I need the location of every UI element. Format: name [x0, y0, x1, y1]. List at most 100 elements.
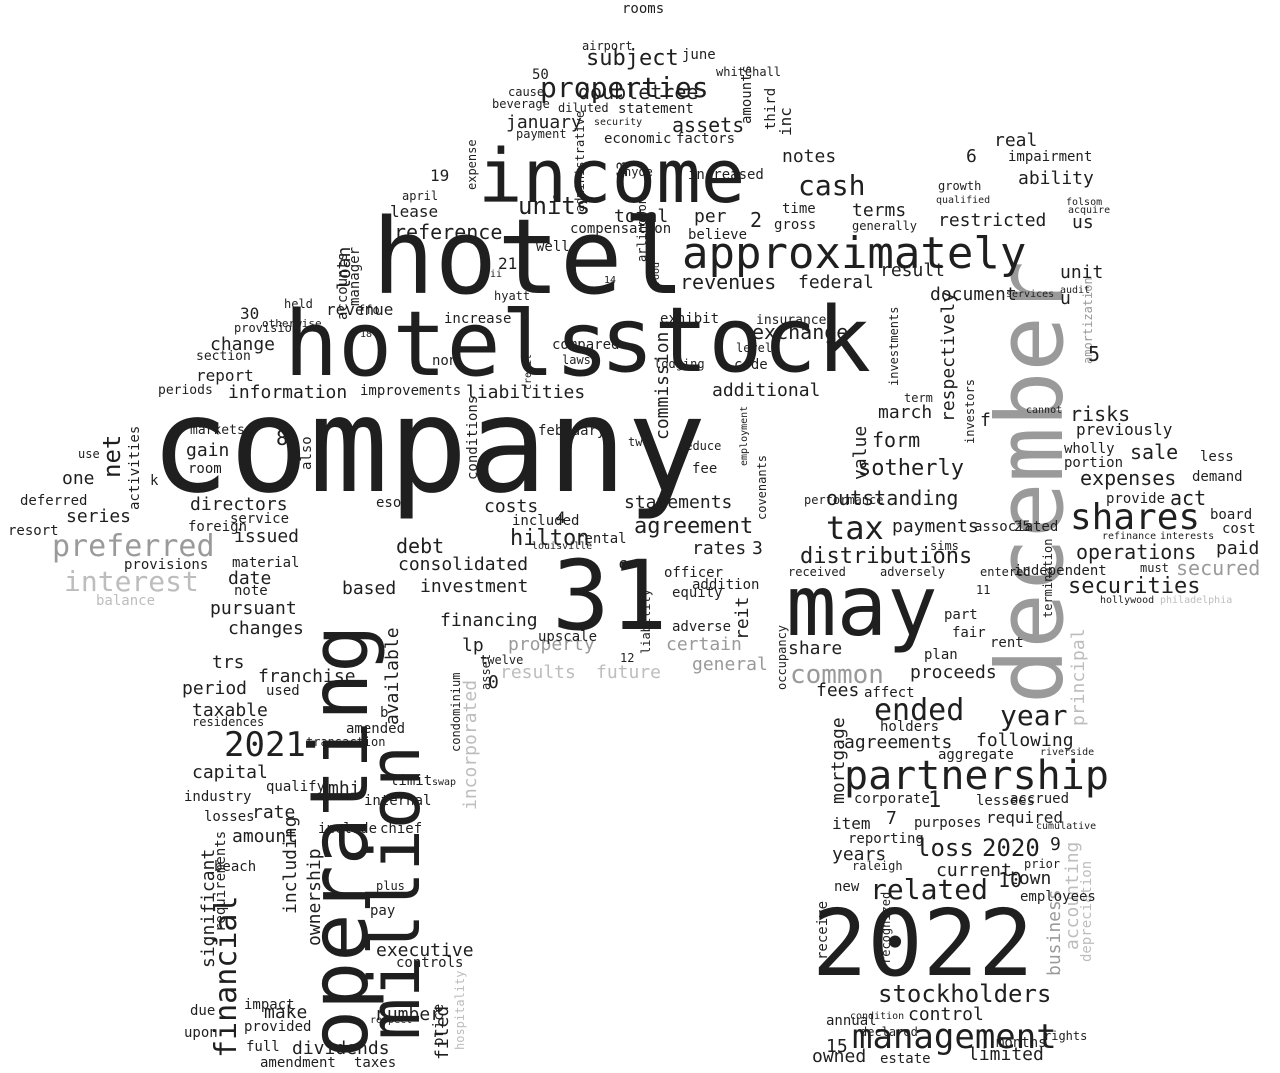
word-based: based [342, 578, 397, 599]
word-revenue: revenue [326, 300, 394, 319]
word-amendment: amendment [260, 1055, 336, 1071]
word-information: information [228, 382, 348, 403]
word-controls: controls [396, 955, 464, 971]
word-units: units [518, 192, 591, 220]
word-outstanding: outstanding [826, 486, 959, 510]
word-sims: sims [930, 539, 959, 553]
word-terms: terms [852, 200, 907, 221]
word-fair: fair [952, 625, 986, 641]
word-recognized: recognized [879, 891, 893, 964]
word-compared: compared [552, 337, 620, 353]
word-condominium: condominium [449, 672, 463, 752]
word-liability: liability [639, 588, 653, 654]
word-interest: interest [64, 565, 199, 598]
word-k: k [150, 473, 159, 489]
word-notes: notes [782, 146, 837, 167]
word-mhi: mhi [328, 778, 361, 799]
word-executive: executive [376, 940, 474, 961]
word-report: report [196, 366, 254, 385]
word-dividends: dividends [292, 1038, 390, 1059]
word-full: full [246, 1039, 280, 1055]
word-plan: plan [924, 647, 958, 663]
word-adversely: adversely [880, 565, 946, 579]
word-taxable: taxable [192, 700, 268, 721]
word-directors: directors [190, 494, 288, 515]
word-c: c [618, 554, 628, 573]
word-reporting: reporting [848, 831, 924, 847]
word-hollywood: hollywood [1100, 595, 1155, 606]
word-value: value [850, 425, 871, 480]
word-approximately: approximately [682, 228, 1027, 279]
word-per: per [694, 206, 727, 227]
word-rate: rate [252, 802, 296, 823]
word-taxes: taxes [354, 1055, 397, 1071]
word-respect: respect [370, 1015, 413, 1026]
word-operations: operations [1076, 540, 1197, 564]
word-item: item [832, 814, 871, 833]
word-risks: risks [1070, 402, 1131, 426]
word-certain: certain [666, 634, 742, 655]
word-amended: amended [346, 721, 406, 737]
word-chief: chief [380, 821, 423, 837]
word-property: property [508, 634, 595, 655]
word-employees: employees [1020, 889, 1096, 905]
word-doubletree: doubletree [578, 80, 699, 104]
word-raleigh: raleigh [852, 859, 903, 873]
word-11: 11 [976, 583, 991, 597]
word-stockholders: stockholders [878, 980, 1052, 1008]
word-administrative: administrative [573, 110, 587, 212]
word-arlington: arlington [635, 196, 649, 262]
word-officer: officer [664, 565, 724, 581]
word-federal: federal [798, 272, 874, 293]
word-due: due [190, 1003, 216, 1019]
word-associated: associated [974, 519, 1059, 535]
word-restricted: restricted [938, 210, 1047, 231]
word-tax: tax [826, 509, 884, 547]
word-7: 7 [886, 808, 897, 829]
word-preferred: preferred [52, 529, 215, 564]
word-philadelphia: philadelphia [1160, 595, 1233, 606]
word-25: 25 [1014, 519, 1031, 535]
word-limited: limited [968, 1044, 1044, 1065]
word-14: 14 [604, 275, 617, 286]
word-capital: capital [192, 762, 268, 783]
word-lessees: lessees [976, 793, 1036, 809]
word-rent: rent [990, 635, 1024, 651]
word-also: also [299, 436, 315, 470]
word-independent: independent [1014, 563, 1107, 579]
word-paid: paid [1216, 538, 1260, 559]
word-factors: factors [676, 131, 736, 147]
word-2: 2 [750, 208, 763, 232]
word-rights: rights [1044, 1029, 1088, 1043]
word-required: required [986, 808, 1064, 827]
word-conditions: conditions [465, 395, 481, 480]
word-service: service [230, 511, 290, 527]
word-condition: condition [850, 1011, 905, 1022]
word-june: june [682, 47, 716, 63]
word-current: current [936, 860, 1012, 881]
word-investments: investments [887, 306, 901, 386]
word-2020: 2020 [982, 834, 1040, 862]
word-services: services [1006, 289, 1055, 300]
word-payments: payments [892, 516, 979, 537]
word-future: future [596, 662, 662, 683]
word-covenants: covenants [755, 454, 769, 520]
word-real: real [994, 130, 1038, 151]
word-pay: pay [370, 903, 396, 919]
word-transaction: transaction [306, 735, 386, 749]
word-period: period [182, 678, 248, 699]
word-ffo: ffo [358, 303, 380, 317]
word-assets: assets [672, 113, 745, 137]
word-following: following [976, 730, 1074, 751]
word-partnership: partnership [844, 753, 1109, 799]
word-february: february [538, 423, 606, 439]
word-holders: holders [880, 719, 940, 735]
word-franchise: franchise [258, 666, 356, 687]
word-part: part [944, 607, 978, 623]
word-inc: inc [776, 107, 795, 136]
word-series: series [66, 506, 132, 527]
word-provide: provide [1106, 491, 1166, 507]
word-number: number [376, 1004, 442, 1025]
word-folsom: folsom [1066, 197, 1103, 208]
word-loss: loss [916, 834, 974, 862]
